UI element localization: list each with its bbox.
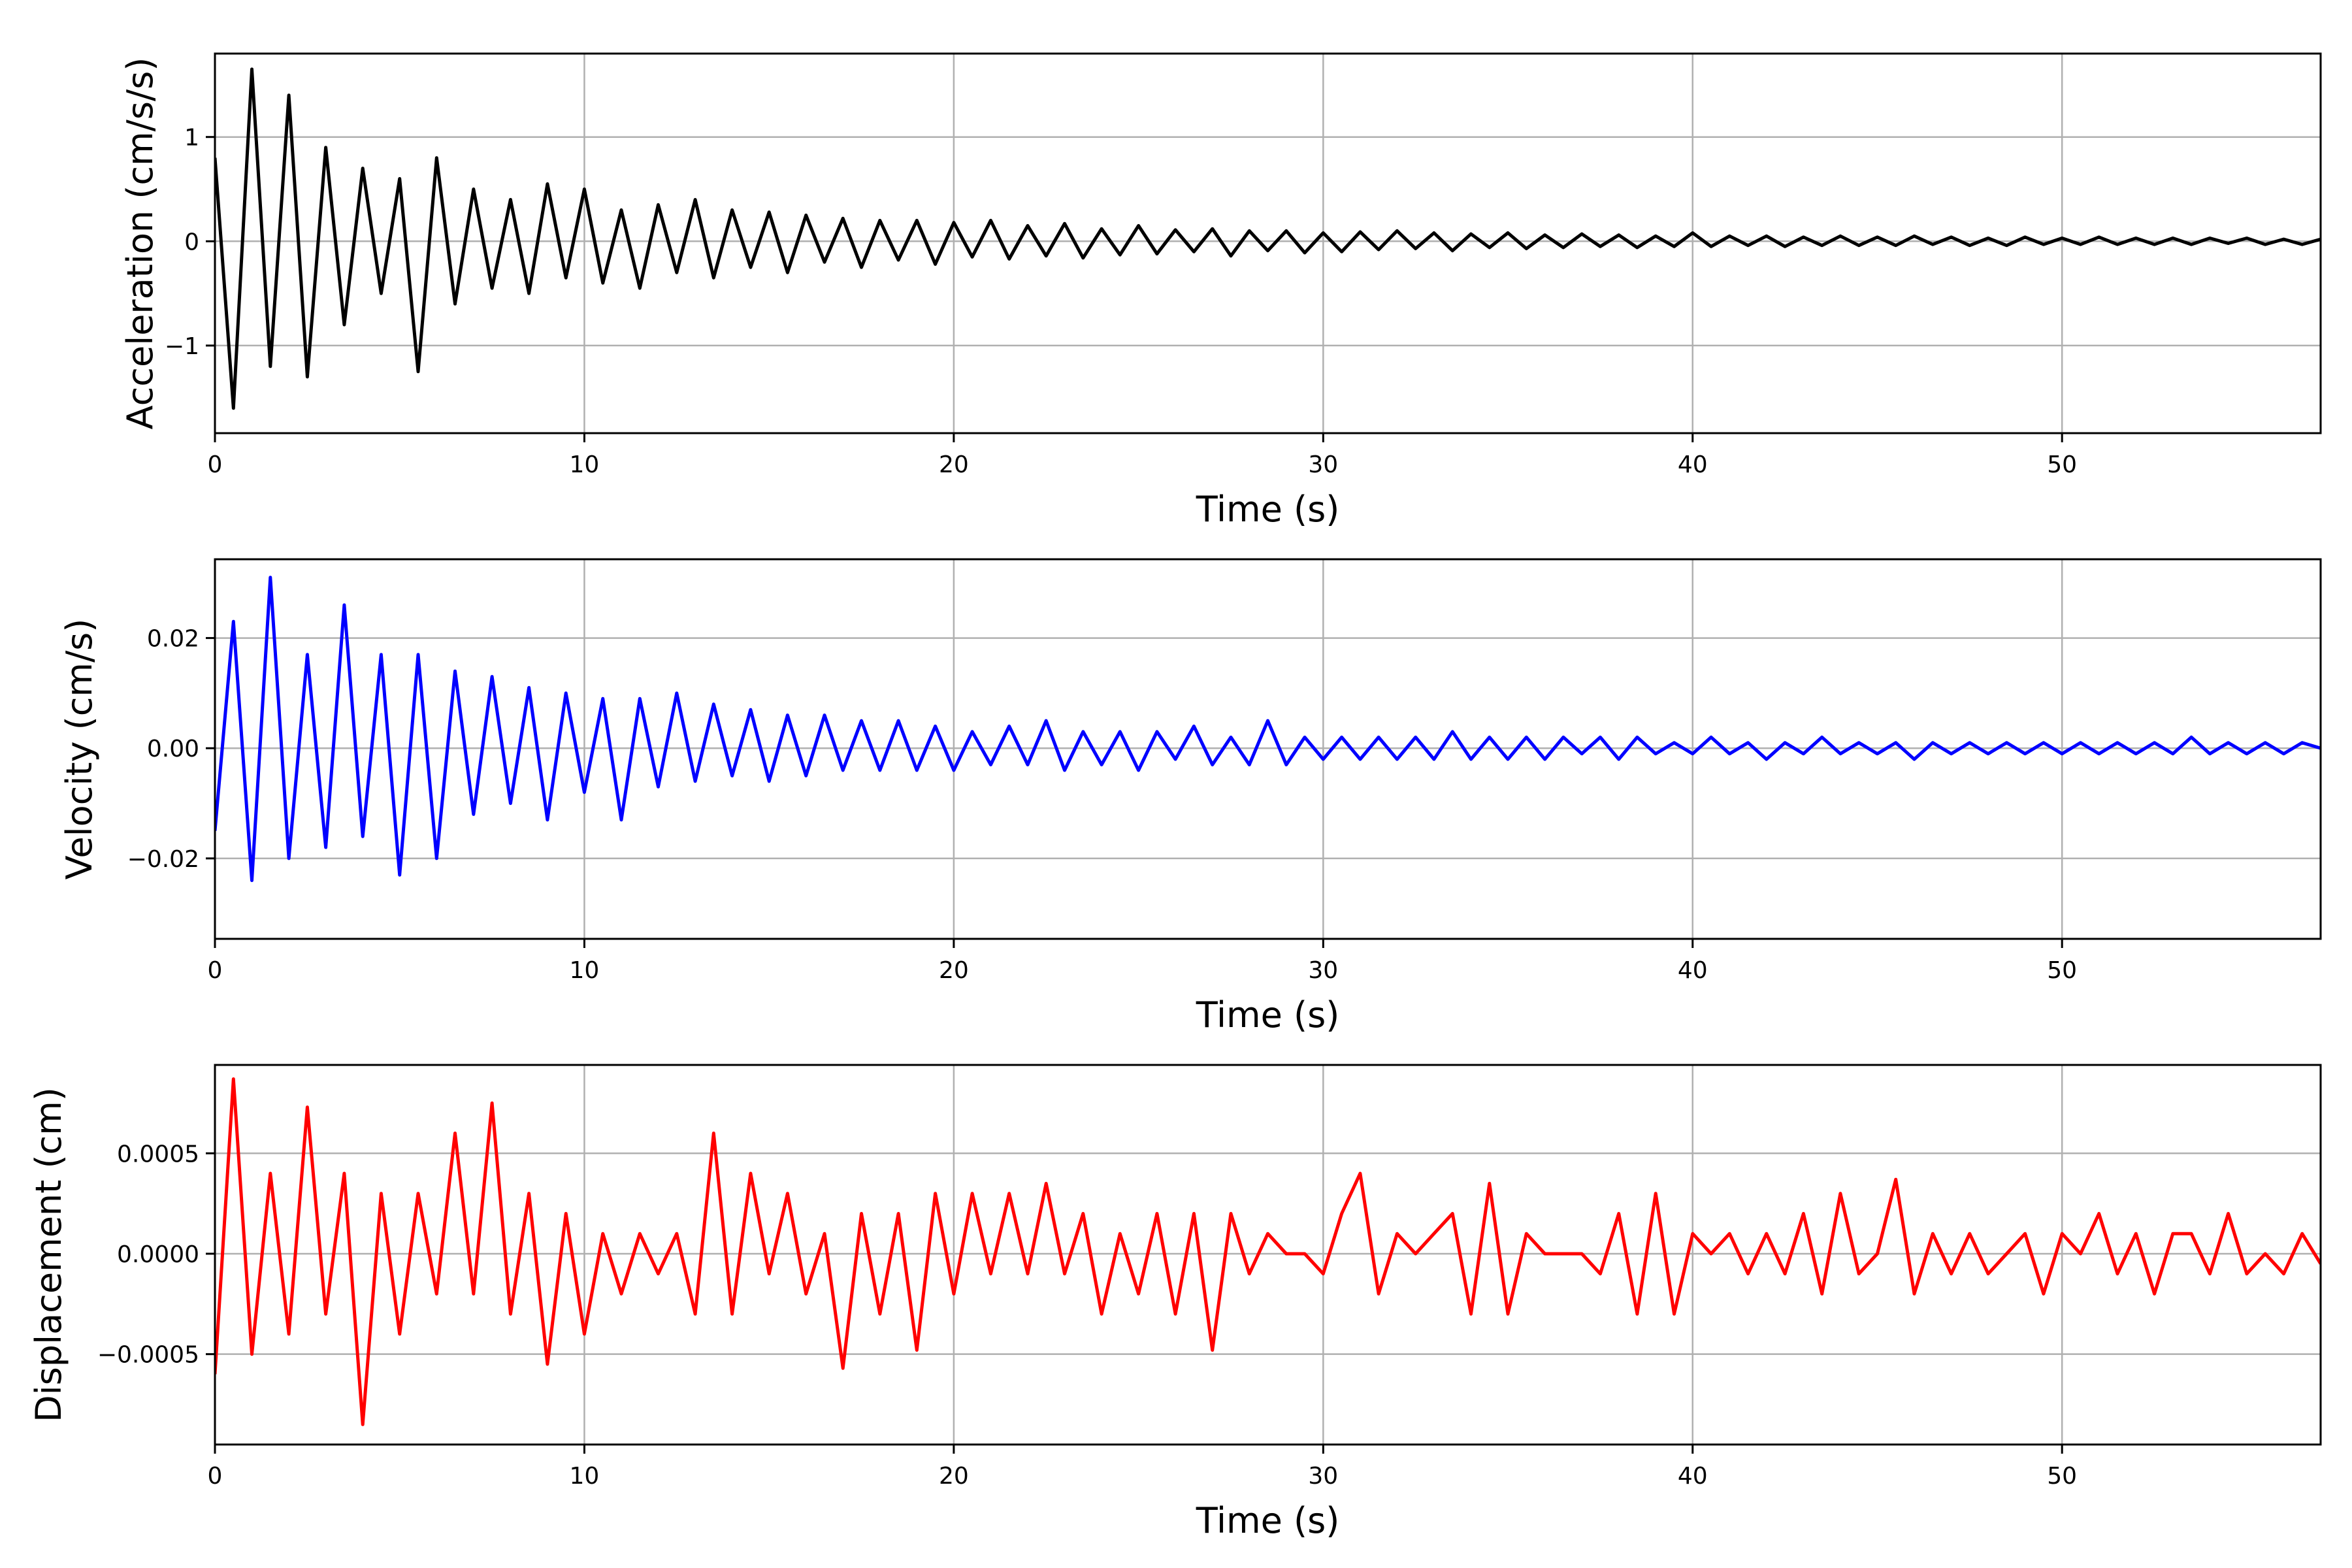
x-axis-label: Time (s) [1196, 994, 1340, 1036]
x-tick-label: 50 [2047, 451, 2077, 478]
x-tick-label: 40 [1678, 451, 1708, 478]
y-tick-label: −0.02 [127, 846, 199, 873]
axes-frame [214, 1064, 2322, 1446]
displacement-series-line [215, 1077, 2321, 1426]
y-tick-label: 0 [184, 229, 199, 255]
x-tick-label: 0 [208, 451, 223, 478]
y-tick-label: 0.00 [147, 736, 199, 762]
acceleration-series-line [215, 67, 2321, 410]
x-axis-label: Time (s) [1196, 489, 1340, 530]
x-tick-label: 30 [1308, 451, 1338, 478]
x-tick-label: 20 [939, 957, 969, 984]
y-axis-label: Acceleration (cm/s/s) [120, 57, 161, 430]
y-tick-label: 0.0005 [117, 1141, 199, 1168]
x-tick-label: 20 [939, 1463, 969, 1490]
y-tick-label: 0.0000 [117, 1241, 199, 1268]
x-tick-label: 10 [570, 1463, 600, 1490]
x-tick-label: 10 [570, 451, 600, 478]
y-tick-label: 0.02 [147, 626, 199, 653]
x-tick-label: 40 [1678, 957, 1708, 984]
x-tick-label: 0 [208, 957, 223, 984]
x-tick-label: 50 [2047, 957, 2077, 984]
displacement-panel: 0 10 20 30 40 50 −0.0005 0.0000 0.0005 Time (s) Di… [28, 1064, 2322, 1541]
y-axis-label: Displacement (cm) [28, 1087, 69, 1422]
axes-frame [214, 52, 2322, 434]
x-tick-label: 10 [570, 957, 600, 984]
y-axis-label: Velocity (cm/s) [59, 619, 100, 880]
acceleration-panel: 0 10 20 30 40 50 −1 0 1 Time (s) Acceleration (cm/… [120, 52, 2322, 530]
velocity-panel: 0 10 20 30 40 50 −0.02 0.00 0.02 Time (s) Velocity… [59, 558, 2322, 1036]
x-tick-label: 30 [1308, 957, 1338, 984]
x-tick-label: 20 [939, 451, 969, 478]
x-tick-label: 30 [1308, 1463, 1338, 1490]
y-tick-label: −0.0005 [97, 1342, 199, 1369]
y-tick-label: −1 [165, 333, 199, 360]
velocity-series-line [215, 576, 2321, 883]
y-tick-label: 1 [184, 125, 199, 152]
x-tick-label: 50 [2047, 1463, 2077, 1490]
x-axis-label: Time (s) [1196, 1500, 1340, 1541]
x-tick-label: 0 [208, 1463, 223, 1490]
x-tick-label: 40 [1678, 1463, 1708, 1490]
